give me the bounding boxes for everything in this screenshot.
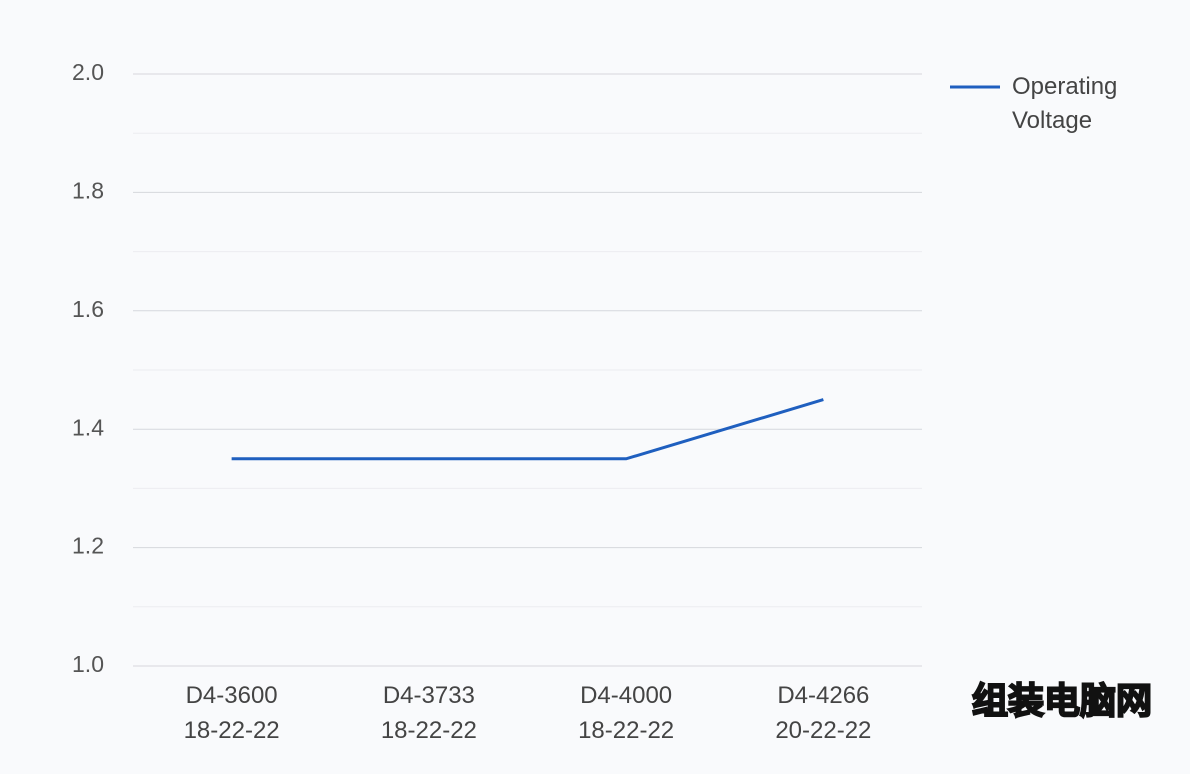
watermark: 组装电脑网 — [971, 680, 1153, 723]
x-tick-label: D4-3600 18-22-22 — [183, 682, 280, 744]
x-tick-label: D4-4000 18-22-22 — [578, 682, 675, 744]
y-tick-label: 1.8 — [72, 177, 104, 203]
y-tick-label: 1.0 — [72, 651, 104, 677]
data-line — [231, 398, 824, 461]
y-tick-label: 1.6 — [72, 296, 104, 322]
legend-label: Operating Voltage — [1012, 73, 1118, 134]
y-tick-label: 2.0 — [72, 59, 104, 85]
y-tick-label: 1.4 — [72, 414, 104, 440]
x-tick-label: D4-4266 20-22-22 — [775, 682, 872, 744]
y-tick-label: 1.2 — [72, 533, 104, 559]
x-tick-label: D4-3733 18-22-22 — [380, 682, 477, 744]
